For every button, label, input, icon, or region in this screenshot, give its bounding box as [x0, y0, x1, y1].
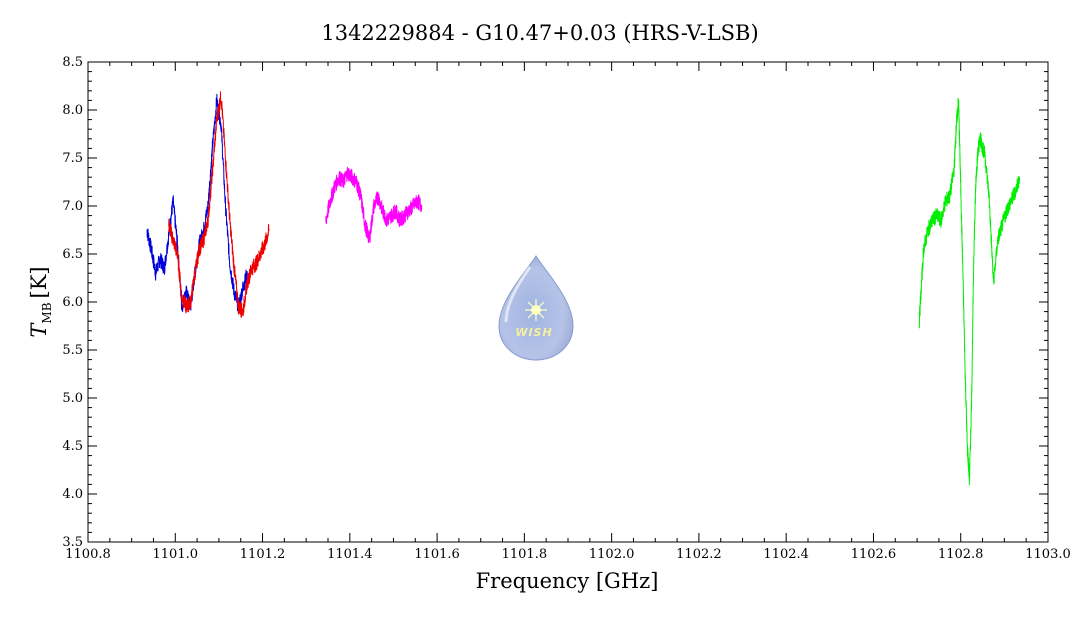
x-tick-label: 1101.0	[153, 547, 199, 562]
y-axis-symbol: T	[27, 322, 51, 338]
x-tick-label: 1101.4	[327, 547, 373, 562]
y-tick-label: 6.5	[62, 247, 83, 262]
x-tick-label: 1102.2	[676, 547, 722, 562]
series-line-3	[918, 98, 1021, 486]
y-tick-label: 5.0	[62, 391, 83, 406]
x-axis: 1100.8 1101.0 1101.2 1101.4 1101.6 1101.8 1102…	[65, 62, 1071, 562]
x-axis-label: Frequency [GHz]	[476, 569, 659, 593]
y-tick-label: 3.5	[62, 535, 83, 550]
x-tick-label: 1103.0	[1025, 547, 1071, 562]
x-tick-label: 1101.6	[414, 547, 460, 562]
y-tick-label: 8.0	[62, 103, 83, 118]
x-tick-label: 1100.8	[65, 547, 111, 562]
x-tick-label: 1102.6	[851, 547, 897, 562]
series-layer	[146, 91, 1021, 486]
wish-logo: WISH	[498, 255, 574, 361]
x-tick-label: 1102.4	[763, 547, 809, 562]
y-tick-label: 5.5	[62, 343, 83, 358]
y-tick-label: 4.0	[62, 487, 83, 502]
y-axis-subscript: MB	[40, 302, 54, 323]
x-tick-label: 1102.0	[589, 547, 635, 562]
wish-watermark-text: WISH	[515, 326, 552, 339]
x-tick-label: 1102.8	[938, 547, 984, 562]
chart-title: 1342229884 - G10.47+0.03 (HRS-V-LSB)	[321, 21, 758, 45]
y-axis-unit: [K]	[27, 266, 51, 298]
series-line-1	[168, 91, 270, 318]
y-tick-label: 4.5	[62, 439, 83, 454]
x-tick-label: 1101.2	[240, 547, 286, 562]
y-tick-label: 7.0	[62, 199, 83, 214]
x-tick-label: 1101.8	[502, 547, 548, 562]
y-axis: 3.5 4.0 4.5 5.0 5.5 6.0 6.5 7.0 7.5 8.0 8.5	[62, 55, 1048, 550]
y-tick-label: 8.5	[62, 55, 83, 70]
y-axis-label: TMB [K]	[27, 266, 54, 337]
series-line-2	[325, 166, 423, 244]
y-tick-label: 6.0	[62, 295, 83, 310]
y-tick-label: 7.5	[62, 151, 83, 166]
